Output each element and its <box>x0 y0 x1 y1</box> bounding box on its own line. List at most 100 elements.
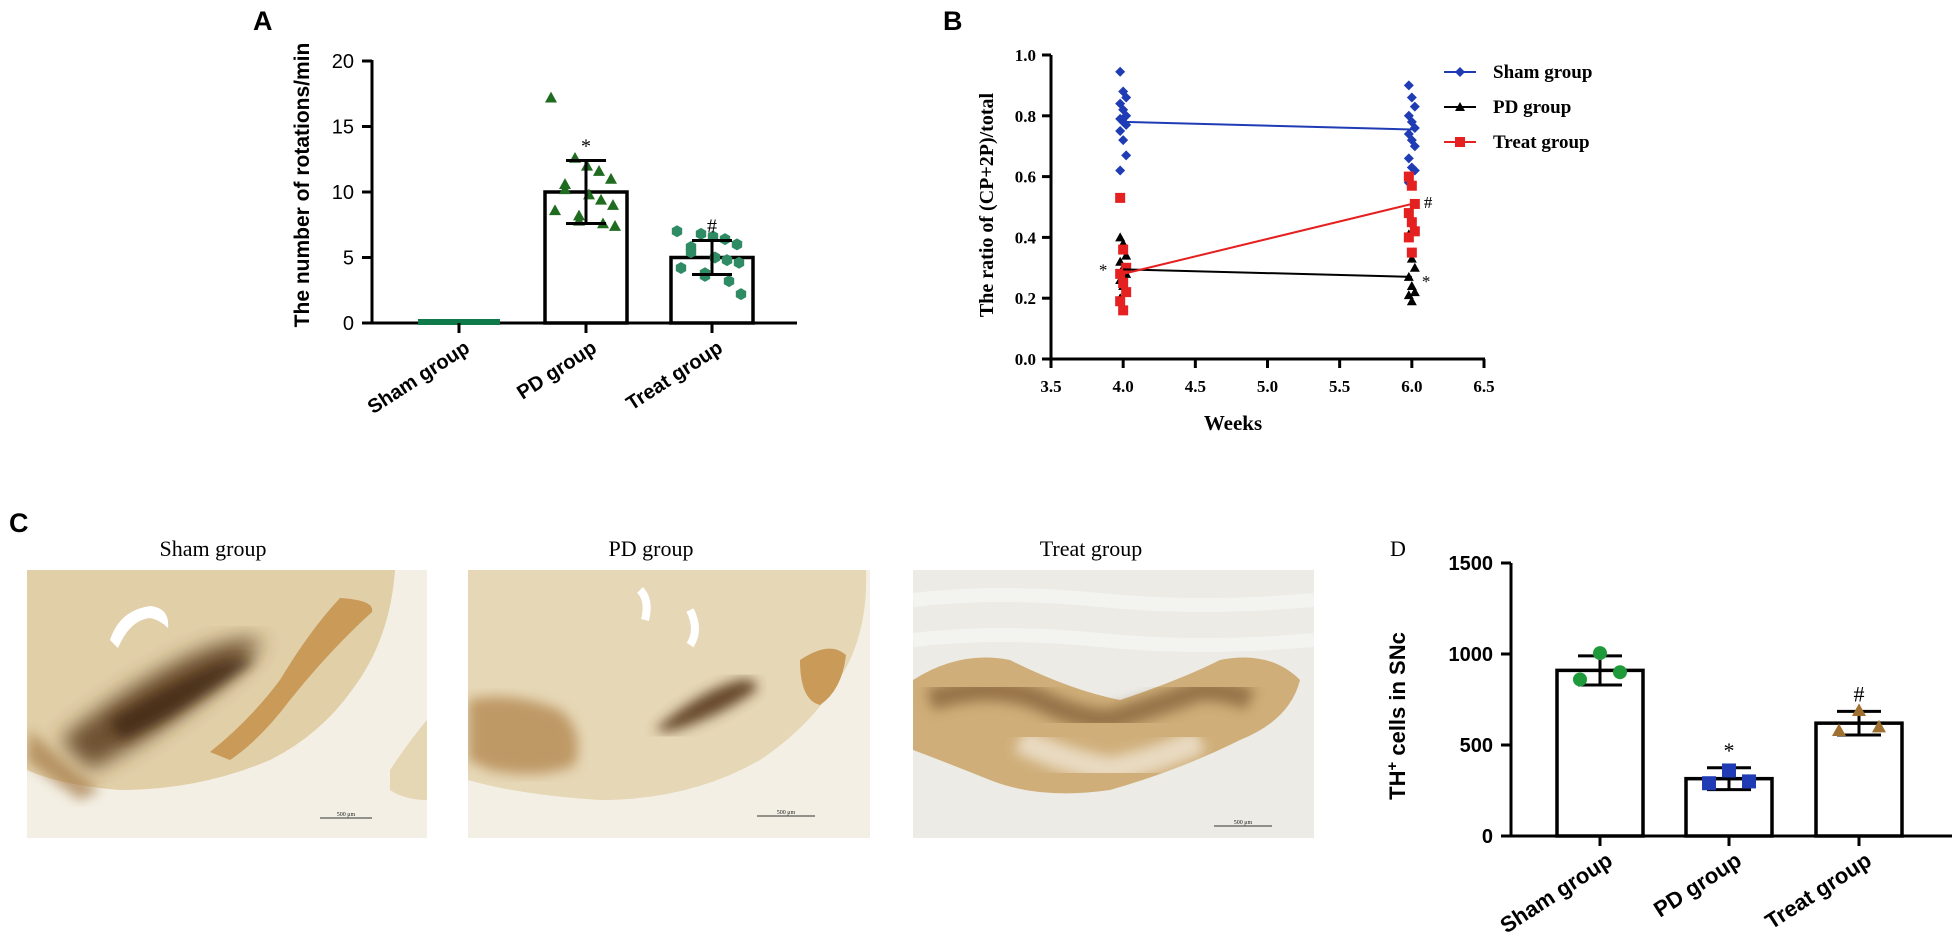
legend-marker-treat <box>1455 137 1465 147</box>
panel-b-point-sham <box>1406 92 1417 103</box>
panel-d-point-sham <box>1593 646 1607 661</box>
panel-d-ytick-label: 1500 <box>1449 553 1494 575</box>
panel-b-xtick-label: 4.5 <box>1185 377 1206 396</box>
panel-d-point-treat <box>1832 723 1846 737</box>
panel-a-xtick-label: Treat group <box>622 337 726 415</box>
panel-a-point-treat <box>695 227 707 240</box>
panel-d-bars: *# <box>1555 646 1904 838</box>
panel-a-point-pd <box>595 193 607 205</box>
panel-b-annotation-week4-pd: * <box>1099 260 1108 279</box>
panel-b-point-treat <box>1403 171 1414 182</box>
panel-b-point-treat <box>1121 262 1132 273</box>
panel-d-point-sham <box>1613 665 1627 680</box>
legend-label-treat: Treat group <box>1493 132 1590 153</box>
panel-a-point-treat <box>723 275 735 288</box>
panel-a-ytick-label: 5 <box>343 248 354 270</box>
panel-b-annotation-week6-pd: * <box>1422 272 1431 291</box>
panel-b-xtick-label: 6.5 <box>1473 377 1494 396</box>
micrograph-title-treat: Treat group <box>1040 536 1142 561</box>
panel-b-xtick-label: 5.5 <box>1329 377 1350 396</box>
panel-b-letter: B <box>943 6 963 36</box>
legend-marker-pd <box>1455 102 1465 111</box>
panel-b-point-sham <box>1121 150 1132 161</box>
panel-b-xtick-label: 6.0 <box>1401 377 1422 396</box>
panel-a-point-treat <box>685 246 697 259</box>
panel-b-point-treat <box>1118 305 1129 316</box>
panel-a-ytick-label: 20 <box>332 51 354 73</box>
panel-d-point-treat <box>1872 719 1886 733</box>
panel-d-xtick-label: PD group <box>1649 847 1746 922</box>
legend-label-pd: PD group <box>1493 97 1571 118</box>
panel-a: A The number of rotations/min 0 5 10 15 20 *… <box>253 6 797 419</box>
panel-b-annotation-week6-treat: # <box>1424 193 1433 212</box>
panel-a-yticks: 0 5 10 15 20 <box>332 51 372 335</box>
panel-d-point-treat <box>1852 703 1866 717</box>
scale-bar-pd: 500 μm <box>777 810 796 816</box>
panel-b-point-sham <box>1115 165 1126 176</box>
legend-label-sham: Sham group <box>1493 62 1592 83</box>
panel-a-point-pd <box>607 199 619 210</box>
panel-a-point-treat <box>675 261 687 274</box>
panel-c-letter: C <box>9 508 29 538</box>
panel-b-point-pd <box>1115 232 1126 242</box>
panel-d-point-pd <box>1702 776 1716 791</box>
panel-a-bars: *# <box>418 91 755 325</box>
panel-b-point-treat <box>1406 180 1417 191</box>
panel-a-point-treat <box>733 256 745 269</box>
panel-b-ylabel: The ratio of (CP+2P)/total <box>976 92 998 317</box>
panel-a-letter: A <box>253 6 273 36</box>
panel-b-point-pd <box>1406 253 1417 263</box>
micrograph-title-pd: PD group <box>609 536 694 561</box>
panel-d-ytick-label: 1000 <box>1449 644 1494 666</box>
panel-b-point-sham <box>1409 122 1420 133</box>
micrograph-pd: 500 μm <box>468 570 870 838</box>
panel-b-point-treat <box>1118 244 1129 255</box>
panel-b-point-treat <box>1406 217 1417 228</box>
panel-b-point-treat <box>1406 247 1417 258</box>
panel-a-point-treat <box>731 238 743 251</box>
panel-d-bar-sham <box>1555 668 1645 838</box>
scale-bar-sham: 500 μm <box>337 812 356 818</box>
panel-b-line-treat <box>1122 202 1413 275</box>
panel-a-point-pd <box>545 91 557 103</box>
panel-b-ytick-label: 0.8 <box>1015 107 1036 126</box>
panel-d-point-sham <box>1573 672 1587 687</box>
panel-b-point-treat <box>1409 226 1420 237</box>
panel-b-point-sham <box>1403 80 1414 91</box>
micrograph-treat: 500 μm <box>913 570 1314 838</box>
panel-a-point-treat <box>735 288 747 301</box>
panel-a-point-pd <box>605 172 617 184</box>
panel-b-yticks: 0.0 0.2 0.4 0.6 0.8 1.0 <box>1015 46 1051 369</box>
panel-d-bar-treat <box>1814 721 1904 838</box>
panel-d-yticks: 0 500 1000 1500 <box>1449 553 1511 848</box>
panel-b-xtick-label: 4.0 <box>1113 377 1134 396</box>
panel-a-annotation-treat: # <box>707 215 717 237</box>
panel-b-xlabel: Weeks <box>1204 411 1262 435</box>
panel-b-line-sham <box>1123 120 1412 131</box>
panel-b-series: * * # <box>1099 66 1433 316</box>
scale-bar-treat: 500 μm <box>1234 820 1253 826</box>
panel-b-point-sham <box>1115 126 1126 136</box>
panel-d-ylabel: TH+ cells in SNc <box>1384 632 1411 800</box>
panel-d-annotation-pd: * <box>1724 738 1735 763</box>
panel-a-point-treat <box>671 225 683 238</box>
panel-b-point-treat <box>1403 208 1414 219</box>
panel-b-point-sham <box>1118 135 1129 146</box>
panel-a-point-pd <box>559 183 571 195</box>
panel-d-point-pd <box>1722 763 1736 778</box>
panel-b-point-sham <box>1115 66 1126 77</box>
panel-a-point-treat <box>721 254 733 267</box>
panel-b-point-sham <box>1121 92 1132 103</box>
panel-b-ytick-label: 1.0 <box>1015 46 1036 65</box>
panel-b: B The ratio of (CP+2P)/total 0.00.20.40.… <box>943 6 1592 435</box>
panel-b-point-treat <box>1121 287 1132 298</box>
panel-b-xtick-label: 3.5 <box>1040 377 1061 396</box>
micrograph-title-sham: Sham group <box>160 536 267 561</box>
panel-d-letter: D <box>1390 536 1406 561</box>
panel-b-point-pd <box>1406 281 1417 291</box>
panel-b-point-sham <box>1409 141 1420 152</box>
panel-a-point-pd <box>549 204 561 216</box>
panel-a-ytick-label: 10 <box>332 182 354 204</box>
